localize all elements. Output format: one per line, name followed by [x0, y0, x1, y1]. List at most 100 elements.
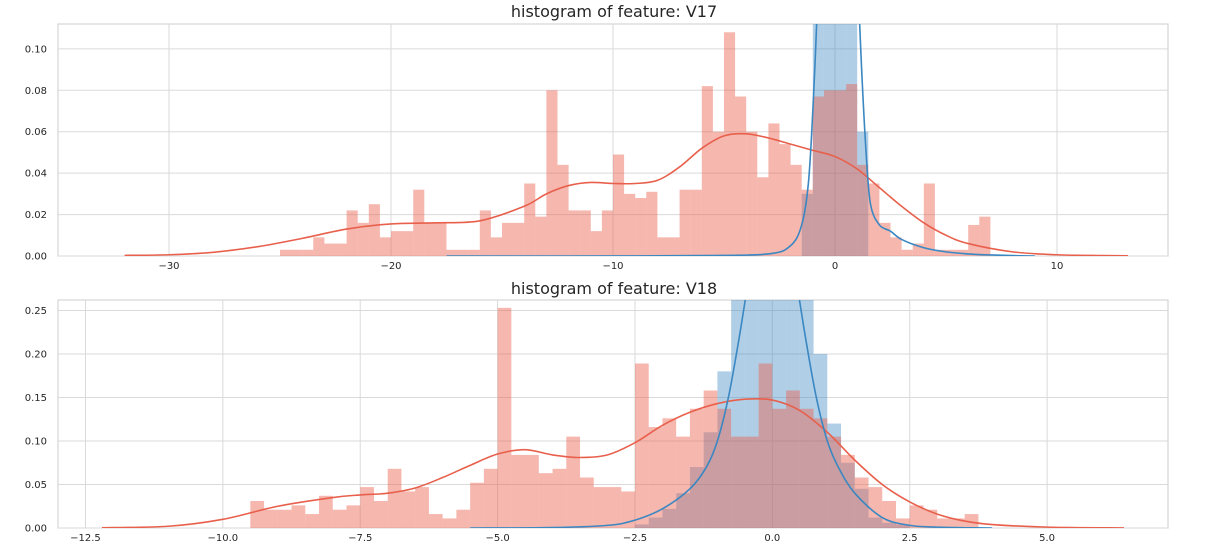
v18-normal-histogram-bar: [634, 524, 649, 528]
v18-fraud-histogram-bar: [428, 514, 443, 528]
v17-fraud-histogram-bar: [324, 243, 336, 256]
v17-x-tick-label: 10: [1051, 261, 1064, 272]
v18-normal-histogram-bar: [895, 524, 910, 528]
v18-normal-histogram-bar: [676, 493, 690, 528]
v17-fraud-histogram-bar: [502, 222, 514, 256]
v17-fraud-histogram-bar: [313, 237, 325, 256]
v17-fraud-histogram-bar: [590, 231, 602, 256]
v18-normal-histogram-bar: [786, 300, 800, 528]
v17-fraud-histogram-bar: [823, 90, 835, 256]
v17-fraud-histogram-bar: [379, 237, 391, 256]
v18-x-tick-label: −2.5: [623, 533, 647, 544]
v17-normal-histogram-bar: [812, 24, 824, 256]
v18-normal-histogram-bar: [689, 467, 704, 528]
v18-fraud-histogram-bar: [634, 363, 649, 528]
v18-fraud-histogram-bar: [758, 363, 773, 528]
v17-y-tick-label: 0.10: [25, 44, 47, 55]
v18-fraud-histogram-bar: [538, 473, 553, 528]
v17-fraud-histogram-bar: [535, 216, 547, 256]
v17-normal-histogram-bar: [801, 193, 813, 256]
v18-plot-area: [57, 299, 1169, 529]
v18-fraud-histogram-bar: [937, 518, 951, 528]
v17-fraud-histogram-bar: [402, 231, 414, 256]
v17-fraud-histogram-bar: [601, 210, 613, 256]
v18-fraud-histogram-bar: [277, 509, 292, 528]
v18-fraud-histogram-bar: [401, 491, 416, 528]
v18-fraud-histogram-bar: [442, 518, 457, 528]
v17-fraud-histogram-bar: [868, 183, 880, 256]
v18-fraud-histogram-bar: [511, 454, 526, 528]
v17-fraud-histogram-bar: [446, 249, 458, 256]
v17-fraud-histogram-bar: [690, 189, 702, 256]
v18-normal-histogram-bar: [744, 300, 759, 528]
v17-fraud-histogram-bar: [801, 189, 813, 256]
v18-y-tick-label: 0.25: [25, 306, 47, 317]
v17-fraud-histogram-bar: [735, 96, 747, 256]
v18-fraud-histogram-bar: [799, 408, 814, 528]
v17-fraud-histogram-bar: [679, 189, 691, 256]
v17-fraud-histogram-bar: [668, 237, 680, 256]
v17-fraud-histogram-bar: [391, 231, 403, 256]
v17-fraud-histogram-bar: [613, 154, 625, 256]
v17-fraud-histogram-bar: [912, 243, 924, 256]
v17-fraud-histogram-bar: [557, 164, 569, 256]
v18-y-tick-label: 0.10: [25, 436, 47, 447]
v17-x-tick-label: −30: [158, 261, 179, 272]
v18-normal-histogram-bar: [882, 522, 896, 528]
v18-normal-histogram-bar: [731, 300, 745, 528]
v18-fraud-histogram-bar: [662, 418, 677, 528]
v17-fraud-kde-line: [124, 132, 1129, 256]
v18-fraud-histogram-bar: [415, 487, 429, 528]
v17-normal-histogram-bar: [835, 24, 847, 256]
v18-fraud-histogram-bar: [470, 482, 484, 528]
v17-fraud-histogram-bar: [513, 222, 525, 256]
v17-fraud-histogram-bar: [657, 237, 669, 256]
v17-fraud-histogram-bar: [712, 131, 724, 256]
v17-fraud-histogram-bar: [923, 183, 935, 256]
v18-fraud-histogram-bar: [964, 514, 979, 528]
v18-fraud-histogram-bar: [360, 487, 374, 528]
v18-fraud-kde-line: [101, 397, 1125, 528]
v18-fraud-histogram-bar: [264, 509, 278, 528]
v17-fraud-histogram-bar: [901, 249, 913, 256]
v18-x-tick-label: −12.5: [70, 533, 101, 544]
v18-normal-histogram-bar: [799, 300, 814, 528]
v18-histogram-panel: histogram of feature: V18 −12.5 −10.0 −7.5…: [25, 279, 1169, 544]
v18-fraud-histogram-bar: [744, 436, 759, 528]
v17-fraud-histogram-bar: [435, 222, 447, 256]
v18-normal-histogram-bar: [772, 300, 787, 528]
v18-fraud-histogram-bar: [717, 408, 732, 528]
v18-fraud-histogram-bar: [291, 505, 306, 528]
v18-fraud-histogram-bar: [895, 518, 910, 528]
v18-normal-histogram-bar: [703, 432, 718, 528]
v18-fraud-histogram-bar: [483, 468, 498, 528]
v18-fraud-histogram-bar: [813, 418, 828, 528]
v17-fraud-histogram-bar: [624, 193, 636, 256]
v18-x-tick-label: −10.0: [208, 533, 239, 544]
v17-fraud-histogram-bar: [890, 237, 902, 256]
v17-fraud-histogram-bar: [368, 204, 380, 256]
v17-fraud-histogram-bar: [968, 224, 980, 256]
v17-fraud-histogram-bar: [424, 222, 436, 256]
v17-fraud-histogram-bar: [768, 123, 780, 256]
v18-fraud-histogram-bar: [456, 509, 471, 528]
v18-fraud-histogram-bar: [689, 408, 704, 528]
v18-y-tick-label: 0.20: [25, 349, 47, 360]
v17-fraud-histogram-bar: [335, 243, 347, 256]
v18-fraud-histogram-bar: [786, 390, 800, 528]
v17-chart-title: histogram of feature: V17: [511, 2, 717, 21]
v18-x-tick-label: −7.5: [348, 533, 372, 544]
v17-y-tick-label: 0.00: [25, 252, 47, 263]
v17-histogram-panel: histogram of feature: V17 −30 −20 −10 0 10 0.…: [25, 2, 1169, 272]
v18-normal-histogram-bar: [758, 300, 773, 528]
v18-fraud-histogram-bar: [607, 487, 622, 528]
v18-fraud-histogram-bar: [250, 501, 265, 528]
v17-x-tick-label: −20: [380, 261, 401, 272]
v17-fraud-histogram-bar: [646, 191, 658, 256]
v17-fraud-histogram-bar: [757, 177, 769, 256]
v17-fraud-histogram-bar: [357, 222, 369, 256]
v18-normal-histogram-bar: [854, 488, 869, 528]
v18-fraud-histogram-bar: [319, 495, 333, 528]
v18-fraud-histogram-bar: [497, 307, 512, 528]
v17-normal-histogram-bar: [823, 24, 835, 256]
